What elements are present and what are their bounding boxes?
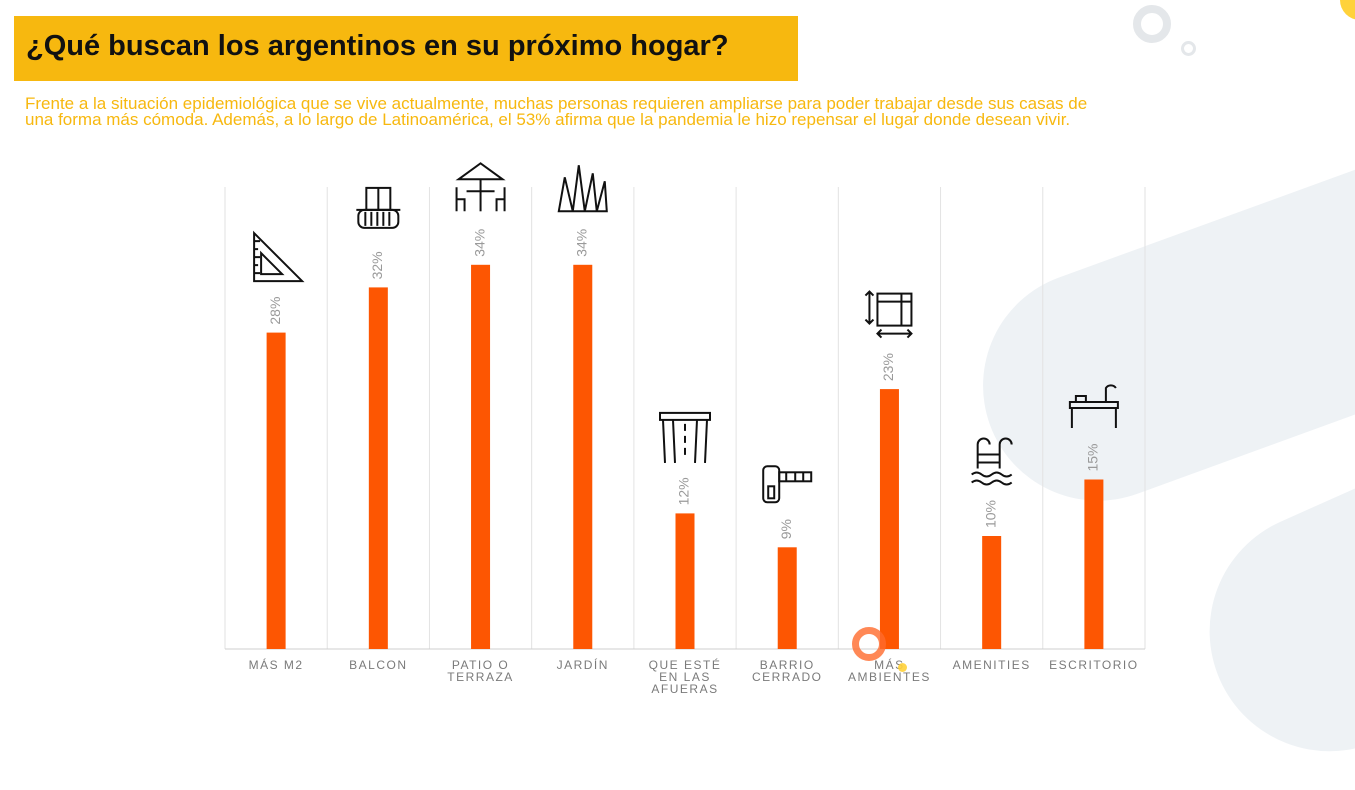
bar-value-label: 34%	[573, 229, 589, 257]
desk-icon	[1068, 384, 1119, 428]
category-label: TERRAZA	[447, 670, 514, 684]
patio-table-umbrella-icon	[455, 162, 506, 212]
bar	[777, 547, 797, 649]
bar-value-label: 10%	[982, 500, 998, 528]
bar-value-label: 34%	[471, 229, 487, 257]
category-label: BARRIO	[760, 658, 815, 672]
decorative-dot	[1181, 41, 1196, 56]
balcony-icon	[356, 186, 401, 229]
bar	[879, 389, 899, 649]
bar-value-label: 12%	[676, 477, 692, 505]
bar-value-label: 23%	[880, 353, 896, 381]
category-label: AMBIENTES	[848, 670, 931, 684]
category-label: JARDÍN	[557, 657, 609, 672]
bar	[675, 513, 695, 649]
bar-value-label: 15%	[1085, 443, 1101, 471]
category-label: EN LAS	[659, 670, 711, 684]
bar	[1084, 479, 1104, 649]
set-square-icon	[253, 230, 305, 283]
room-expand-icon	[864, 290, 913, 339]
bar	[573, 264, 593, 649]
bar	[471, 264, 491, 649]
page-subtitle: Frente a la situación epidemiológica que…	[25, 94, 1345, 129]
page-title: ¿Qué buscan los argentinos en su próximo…	[26, 30, 729, 62]
bar	[982, 536, 1002, 649]
category-label: PATIO O	[452, 658, 509, 672]
bar-value-label: 32%	[369, 251, 385, 279]
subtitle-line: Frente a la situación epidemiológica que…	[25, 94, 1088, 113]
category-label: AMENITIES	[953, 658, 1031, 672]
gated-barrier-icon	[762, 465, 813, 504]
category-label: BALCON	[349, 658, 407, 672]
grass-icon	[557, 165, 608, 213]
subtitle-line: una forma más cómoda. Además, a lo largo…	[25, 110, 1071, 129]
bar-value-label: 28%	[267, 297, 283, 325]
category-label: AFUERAS	[651, 682, 718, 696]
road-icon	[659, 411, 711, 463]
category-label: MÁS	[874, 657, 905, 672]
category-label: CERRADO	[752, 670, 823, 684]
category-label: ESCRITORIO	[1049, 658, 1138, 672]
pool-ladder-icon	[971, 437, 1013, 486]
decorative-ring	[1133, 5, 1171, 43]
decorative-dot	[898, 663, 907, 672]
bar	[266, 332, 286, 649]
decorative-ring	[852, 627, 886, 661]
bar	[368, 287, 388, 649]
bar-value-label: 9%	[778, 519, 794, 539]
title-banner	[14, 16, 798, 81]
category-label: QUE ESTÉ	[649, 657, 722, 672]
category-label: MÁS M2	[249, 657, 304, 672]
